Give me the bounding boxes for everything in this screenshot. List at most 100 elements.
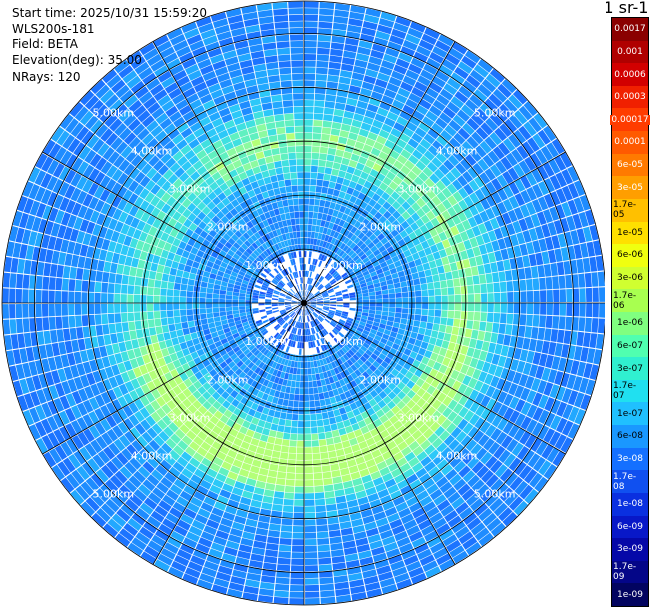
range-gate-cell: [69, 267, 77, 279]
range-gate-cell: [168, 324, 176, 332]
range-gate-cell: [247, 361, 255, 369]
range-gate-cell: [287, 360, 292, 367]
range-gate-cell: [396, 372, 405, 381]
range-gate-cell: [481, 232, 491, 244]
range-gate-cell: [549, 206, 560, 221]
range-gate-cell: [318, 392, 325, 400]
range-gate-cell: [216, 378, 226, 387]
range-gate-cell: [297, 322, 300, 329]
range-gate-cell: [431, 122, 444, 135]
range-gate-cell: [437, 499, 451, 512]
range-gate-cell: [356, 544, 371, 553]
range-gate-cell: [499, 468, 513, 482]
range-gate-cell: [320, 345, 326, 352]
range-gate-cell: [526, 242, 535, 255]
range-gate-cell: [538, 353, 548, 367]
range-gate-cell: [173, 283, 181, 290]
range-gate-cell: [419, 138, 432, 150]
range-gate-cell: [395, 501, 409, 513]
range-gate-cell: [420, 341, 429, 350]
range-gate-cell: [402, 308, 409, 314]
range-gate-cell: [318, 324, 323, 330]
range-gate-cell: [589, 333, 598, 349]
range-gate-cell: [440, 280, 448, 289]
range-gate-cell: [541, 224, 551, 238]
range-gate-cell: [480, 312, 487, 322]
range-gate-cell: [335, 343, 341, 351]
range-gate-cell: [271, 354, 278, 361]
range-gate-cell: [454, 66, 469, 80]
range-gate-cell: [396, 333, 404, 341]
range-gate-cell: [318, 159, 326, 167]
range-gate-cell: [94, 281, 102, 293]
range-gate-cell: [403, 468, 415, 479]
range-gate-cell: [144, 545, 160, 559]
range-gate-cell: [451, 326, 460, 336]
range-gate-cell: [323, 263, 329, 270]
range-gate-cell: [275, 484, 285, 492]
range-gate-cell: [319, 199, 326, 207]
range-gate-cell: [379, 101, 392, 111]
range-gate-cell: [304, 388, 309, 395]
range-gate-cell: [347, 499, 359, 508]
range-gate-cell: [419, 554, 435, 566]
range-gate-cell: [382, 176, 392, 186]
range-gate-cell: [304, 394, 310, 401]
range-gate-cell: [174, 323, 182, 331]
range-gate-cell: [269, 345, 276, 353]
range-gate-cell: [284, 315, 290, 321]
range-gate-cell: [580, 347, 589, 362]
range-gate-cell: [406, 206, 416, 216]
range-gate-cell: [257, 83, 270, 92]
range-gate-cell: [329, 294, 336, 298]
range-gate-cell: [458, 85, 473, 99]
range-gate-cell: [339, 319, 346, 324]
range-gate-cell: [251, 547, 265, 556]
range-gate-cell: [96, 508, 111, 523]
range-gate-cell: [441, 288, 448, 296]
range-gate-cell: [304, 401, 310, 408]
range-gate-cell: [341, 272, 348, 278]
range-gate-cell: [283, 432, 291, 440]
range-gate-cell: [288, 325, 293, 332]
range-gate-cell: [424, 328, 432, 337]
range-gate-cell: [383, 329, 391, 336]
range-gate-cell: [167, 410, 178, 422]
range-gate-cell: [418, 249, 426, 258]
range-gate-cell: [264, 115, 275, 124]
range-gate-cell: [115, 322, 123, 333]
range-gate-cell: [190, 267, 198, 275]
range-gate-cell: [513, 500, 528, 516]
range-gate-cell: [317, 426, 325, 433]
range-gate-cell: [338, 136, 348, 145]
range-gate-cell: [140, 295, 147, 303]
range-gate-cell: [293, 238, 298, 245]
range-gate-cell: [424, 269, 432, 277]
range-gate-cell: [371, 505, 384, 515]
range-gate-cell: [419, 321, 427, 329]
range-gate-cell: [343, 151, 352, 160]
range-gate-cell: [372, 360, 381, 369]
range-gate-cell: [318, 439, 327, 447]
range-gate-cell: [326, 154, 335, 162]
range-gate-cell: [479, 140, 492, 154]
range-gate-cell: [333, 367, 340, 375]
range-gate-cell: [110, 494, 124, 508]
range-gate-cell: [415, 290, 422, 297]
range-gate-cell: [505, 270, 513, 281]
range-gate-cell: [336, 350, 343, 358]
range-gate-cell: [359, 321, 366, 327]
range-gate-cell: [418, 121, 431, 133]
range-gate-cell: [408, 231, 417, 241]
range-gate-cell: [255, 151, 265, 160]
range-gate-cell: [512, 280, 520, 292]
range-gate-cell: [176, 269, 184, 278]
range-gate-cell: [314, 326, 319, 333]
range-gate-cell: [328, 311, 335, 315]
range-gate-cell: [137, 259, 146, 269]
range-gate-cell: [376, 298, 383, 303]
range-gate-cell: [409, 351, 418, 359]
range-gate-cell: [516, 232, 526, 245]
range-gate-cell: [114, 293, 121, 303]
range-gate-cell: [187, 320, 195, 328]
